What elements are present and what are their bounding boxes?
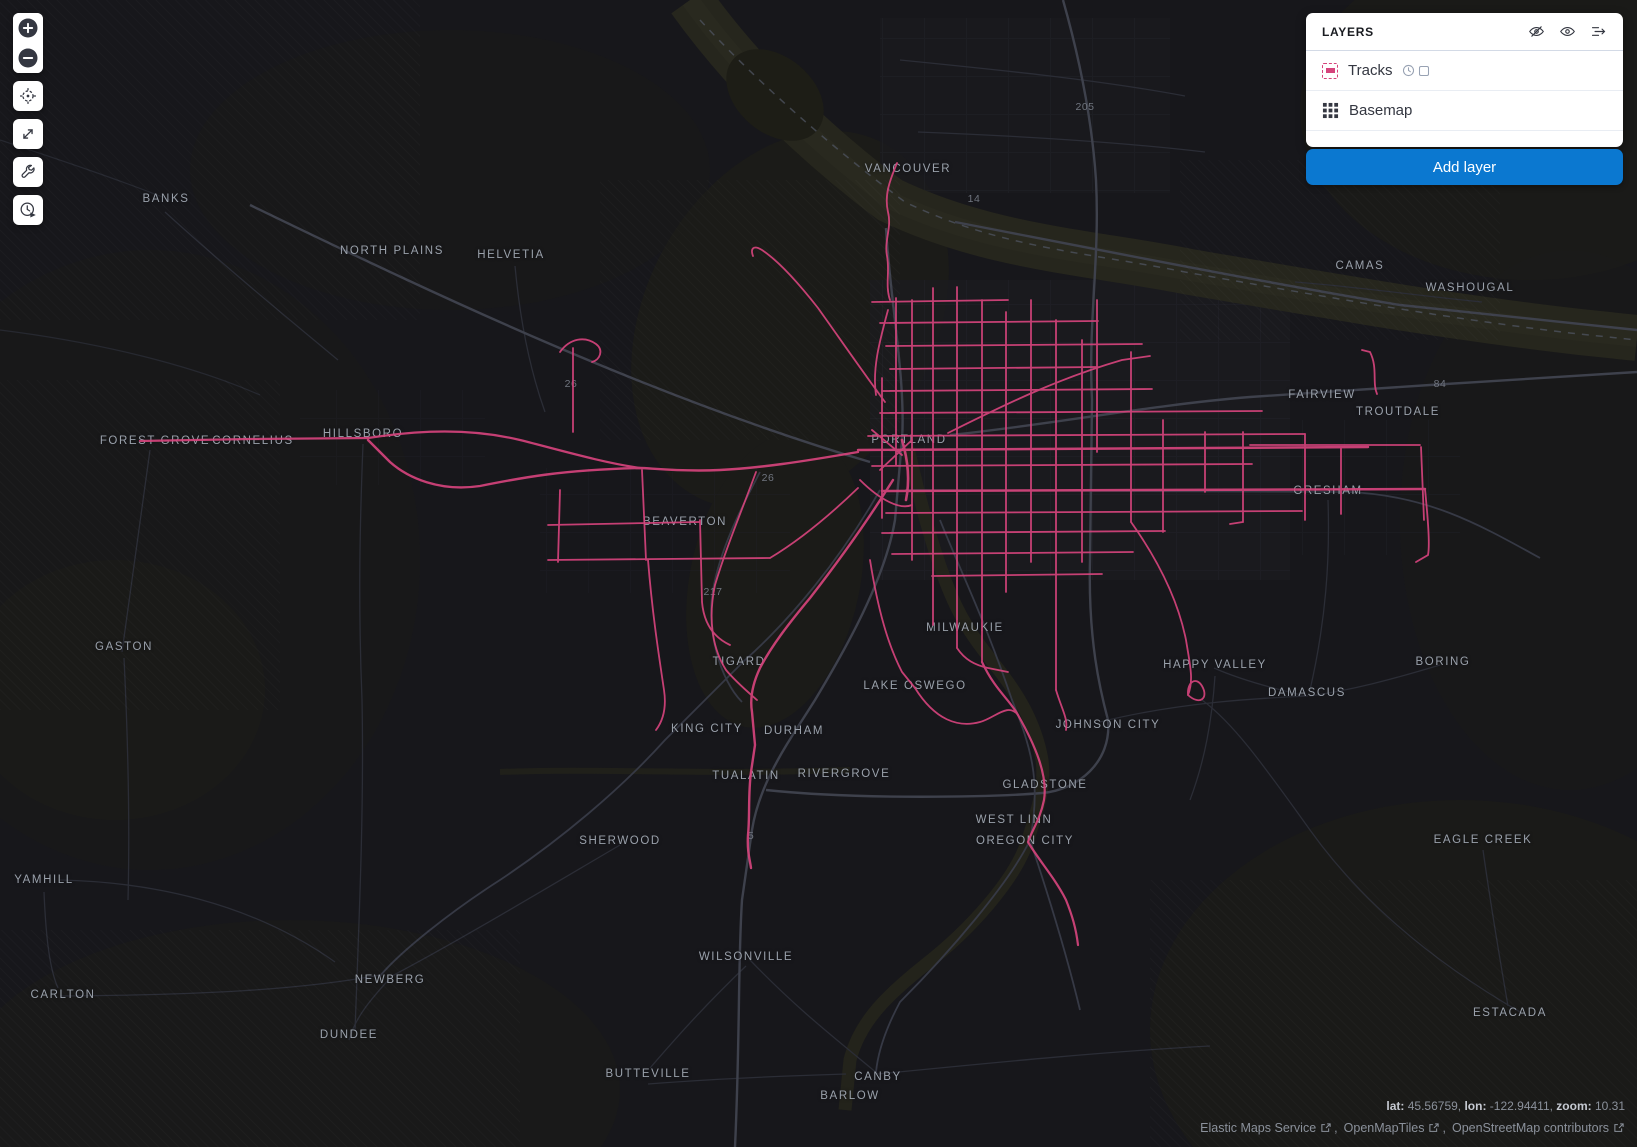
attribution-link[interactable]: Elastic Maps Service bbox=[1200, 1121, 1332, 1135]
attribution-link[interactable]: OpenStreetMap contributors bbox=[1452, 1121, 1625, 1135]
layers-panel: LAYERS Tracks Basemap bbox=[1306, 13, 1623, 147]
layers-panel-title: LAYERS bbox=[1322, 24, 1374, 39]
minus-icon bbox=[18, 48, 38, 68]
timeslider-button[interactable] bbox=[13, 195, 43, 225]
coord-label: lat: bbox=[1386, 1099, 1408, 1113]
collapse-layers-panel-button[interactable] bbox=[1588, 21, 1609, 42]
fit-to-data-button[interactable] bbox=[13, 119, 43, 149]
coord-label: zoom: bbox=[1556, 1099, 1595, 1113]
show-all-layers-button[interactable] bbox=[1557, 21, 1578, 42]
crosshair-icon bbox=[20, 88, 36, 104]
tile-grid-icon bbox=[1322, 102, 1339, 119]
eye-icon bbox=[1560, 27, 1575, 36]
bounds-filter-square-icon bbox=[1419, 65, 1430, 76]
add-layer-button[interactable]: Add layer bbox=[1306, 149, 1623, 185]
zoom-in-button[interactable] bbox=[13, 13, 43, 43]
layer-row-tracks[interactable]: Tracks bbox=[1306, 51, 1623, 91]
set-view-button[interactable] bbox=[13, 81, 43, 111]
clock-play-icon bbox=[20, 202, 36, 218]
plus-icon bbox=[18, 18, 38, 38]
tools-button[interactable] bbox=[13, 157, 43, 187]
coord-value: 45.56759, bbox=[1407, 1099, 1465, 1113]
menu-arrow-right-icon bbox=[1591, 27, 1606, 36]
coord-value: 10.31 bbox=[1594, 1099, 1625, 1113]
coord-label: lon: bbox=[1464, 1099, 1490, 1113]
coord-value: -122.94411, bbox=[1489, 1099, 1557, 1113]
tracks-layer-swatch-icon bbox=[1322, 62, 1338, 79]
time-filter-clock-icon bbox=[1403, 64, 1415, 77]
attribution-separator: , bbox=[1442, 1121, 1446, 1135]
attribution-separator: , bbox=[1334, 1121, 1338, 1135]
hide-all-layers-button[interactable] bbox=[1526, 21, 1547, 42]
layers-panel-header: LAYERS bbox=[1306, 13, 1623, 51]
map-toolbar bbox=[13, 13, 43, 233]
coordinate-readout: lat: 45.56759, lon: -122.94411, zoom: 10… bbox=[1386, 1099, 1625, 1113]
layer-label: Tracks bbox=[1348, 62, 1393, 79]
eye-slash-icon bbox=[1529, 26, 1544, 37]
layer-row-basemap[interactable]: Basemap bbox=[1306, 91, 1623, 131]
wrench-icon bbox=[21, 164, 35, 178]
layer-label: Basemap bbox=[1349, 102, 1413, 119]
attribution: Elastic Maps Service, OpenMapTiles, OpenSt… bbox=[1200, 1121, 1625, 1135]
zoom-out-button[interactable] bbox=[13, 43, 43, 73]
expand-diagonal-icon bbox=[23, 129, 33, 139]
attribution-link[interactable]: OpenMapTiles bbox=[1344, 1121, 1441, 1135]
